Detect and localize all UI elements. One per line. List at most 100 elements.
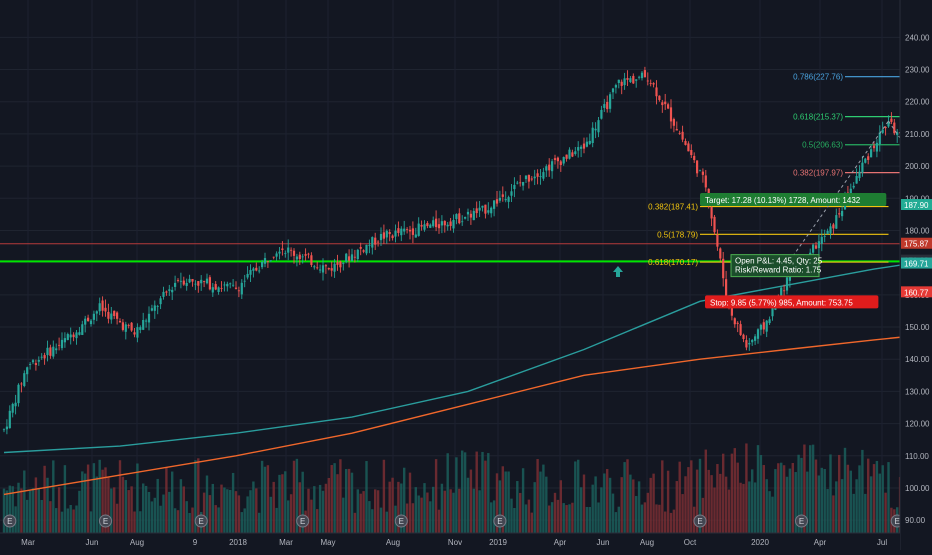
price-line-label: 187.90 — [904, 201, 929, 210]
volume-bar — [647, 493, 649, 533]
candle — [858, 172, 860, 178]
candle — [84, 319, 86, 325]
volume-bar — [690, 460, 692, 533]
volume-bar — [122, 477, 124, 533]
volume-bar — [826, 489, 828, 533]
volume-bar — [357, 489, 359, 533]
candle — [452, 220, 454, 228]
candle — [626, 78, 628, 80]
volume-bar — [658, 505, 660, 533]
candle — [154, 305, 156, 310]
candle — [421, 225, 423, 226]
volume-bar — [748, 481, 750, 533]
time-tick-label: Jun — [597, 538, 610, 547]
time-tick-label: Jun — [86, 538, 99, 547]
candle — [609, 94, 611, 109]
candle — [748, 343, 750, 344]
volume-bar — [159, 506, 161, 533]
volume-bar — [426, 493, 428, 533]
volume-bar — [345, 469, 347, 533]
price-tick-label: 220.00 — [905, 98, 930, 107]
volume-bar — [391, 478, 393, 533]
candle — [664, 102, 666, 105]
volume-bar — [449, 489, 451, 533]
price-tick-label: 140.00 — [905, 355, 930, 364]
candle — [125, 324, 127, 331]
volume-bar — [447, 453, 449, 533]
volume-bar — [467, 478, 469, 533]
candle — [763, 322, 765, 329]
volume-bar — [771, 497, 773, 533]
volume-bar — [418, 496, 420, 533]
candle — [603, 104, 605, 108]
candle — [17, 385, 19, 403]
fib-level-label: 0.5(178.79) — [657, 230, 698, 239]
fib-level-label: 0.382(187.41) — [648, 203, 698, 212]
candle — [38, 360, 40, 362]
candle — [73, 335, 75, 338]
candle — [534, 177, 536, 179]
volume-bar — [249, 490, 251, 533]
candle — [365, 245, 367, 254]
volume-bar — [525, 504, 527, 533]
volume-bar — [768, 491, 770, 533]
candle — [270, 260, 272, 261]
candle — [374, 238, 376, 245]
volume-bar — [139, 511, 141, 533]
price-axis[interactable]: 90.00100.00110.00120.00130.00140.00150.0… — [900, 0, 932, 550]
volume-bar — [412, 503, 414, 533]
volume-bar — [409, 473, 411, 533]
candle — [255, 268, 257, 271]
candle — [670, 107, 672, 121]
candle — [113, 311, 115, 316]
candle — [450, 221, 452, 225]
earnings-glyph: E — [199, 517, 204, 526]
volume-bar — [884, 493, 886, 533]
candle — [267, 261, 269, 262]
volume-bar — [638, 481, 640, 533]
candle — [26, 367, 28, 374]
candle — [566, 155, 568, 159]
volume-bar — [252, 481, 254, 533]
candle — [78, 332, 80, 335]
candle — [104, 308, 106, 312]
candle — [766, 321, 768, 332]
volume-bar — [374, 489, 376, 533]
price-tick-label: 130.00 — [905, 387, 930, 396]
volume-bar — [742, 484, 744, 533]
volume-bar — [592, 485, 594, 533]
candle — [690, 150, 692, 155]
candle — [705, 175, 707, 187]
volume-bar — [879, 474, 881, 533]
candle — [484, 205, 486, 214]
volume-bar — [223, 487, 225, 533]
candle — [496, 199, 498, 203]
volume-bar — [542, 465, 544, 533]
candle — [481, 206, 483, 208]
candle — [107, 312, 109, 319]
candle — [539, 176, 541, 177]
candle — [403, 229, 405, 232]
volume-bar — [241, 512, 243, 533]
candle — [580, 147, 582, 149]
volume-bar — [841, 479, 843, 533]
candle — [397, 228, 399, 233]
candle — [684, 141, 686, 145]
candle — [490, 208, 492, 214]
volume-bar — [264, 467, 266, 533]
candle — [528, 175, 530, 182]
volume-bar — [670, 513, 672, 533]
volume-bar — [270, 497, 272, 533]
candle — [493, 200, 495, 208]
candle — [824, 236, 826, 237]
candle — [742, 335, 744, 339]
candle — [6, 427, 8, 430]
candle — [499, 198, 501, 201]
candle — [618, 80, 620, 83]
time-tick-label: Apr — [554, 538, 567, 547]
volume-bar — [847, 465, 849, 533]
volume-bar — [142, 483, 144, 533]
candle — [61, 340, 63, 348]
